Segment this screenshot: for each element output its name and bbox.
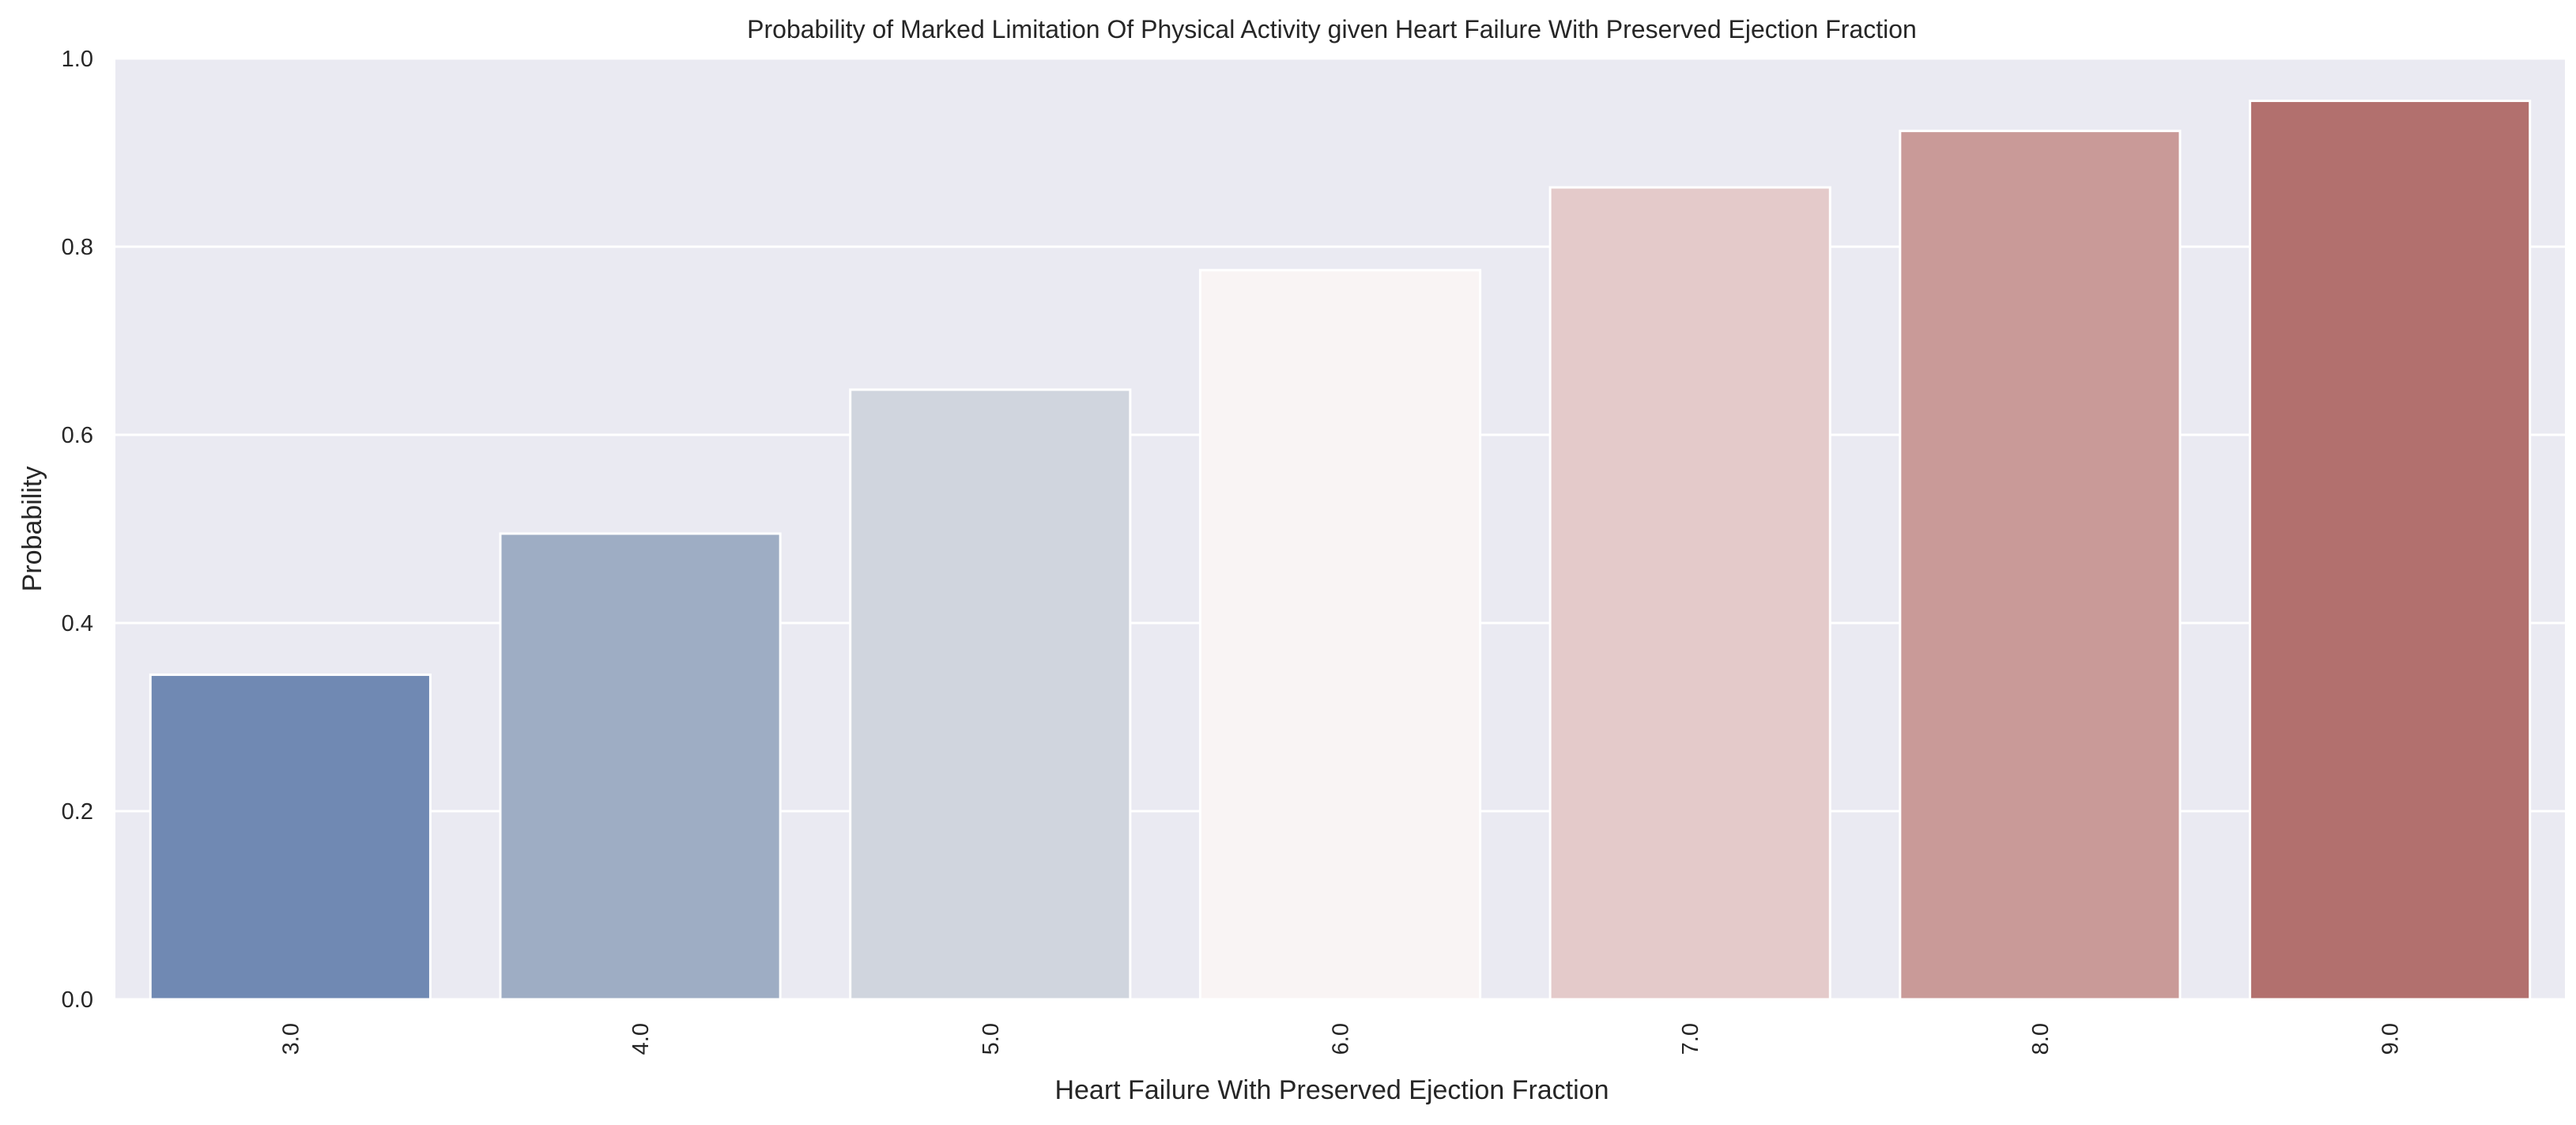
y-tick-label: 0.4	[62, 611, 93, 636]
x-axis-label: Heart Failure With Preserved Ejection Fr…	[1054, 1075, 1609, 1105]
bar-8.0	[1899, 130, 2182, 1001]
y-tick-labels: 0.0 0.2 0.4 0.6 0.8 1.0	[62, 47, 93, 1013]
x-tick-label: 7.0	[1678, 1023, 1703, 1055]
bar-3.0	[149, 673, 432, 1001]
y-axis-label: Probability	[17, 466, 47, 592]
y-tick-label: 0.6	[62, 423, 93, 448]
x-tick-label: 5.0	[979, 1023, 1004, 1055]
x-tick-label: 3.0	[278, 1023, 304, 1055]
x-tick-labels: 3.0 4.0 5.0 6.0 7.0 8.0 9.0	[278, 1023, 2403, 1055]
y-tick-label: 1.0	[62, 47, 93, 72]
bar-9.0	[2249, 100, 2532, 1001]
chart-title: Probability of Marked Limitation Of Phys…	[747, 15, 1917, 43]
bar-5.0	[849, 388, 1132, 1001]
bars	[149, 100, 2532, 1001]
y-tick-label: 0.2	[62, 799, 93, 825]
bar-4.0	[499, 532, 782, 1001]
bar-7.0	[1548, 186, 1831, 1001]
x-tick-label: 9.0	[2378, 1023, 2404, 1055]
x-tick-label: 4.0	[628, 1023, 654, 1055]
bar-6.0	[1198, 269, 1482, 1001]
y-tick-label: 0.8	[62, 235, 93, 260]
y-tick-label: 0.0	[62, 987, 93, 1013]
x-tick-label: 8.0	[2028, 1023, 2054, 1055]
x-tick-label: 6.0	[1329, 1023, 1354, 1055]
